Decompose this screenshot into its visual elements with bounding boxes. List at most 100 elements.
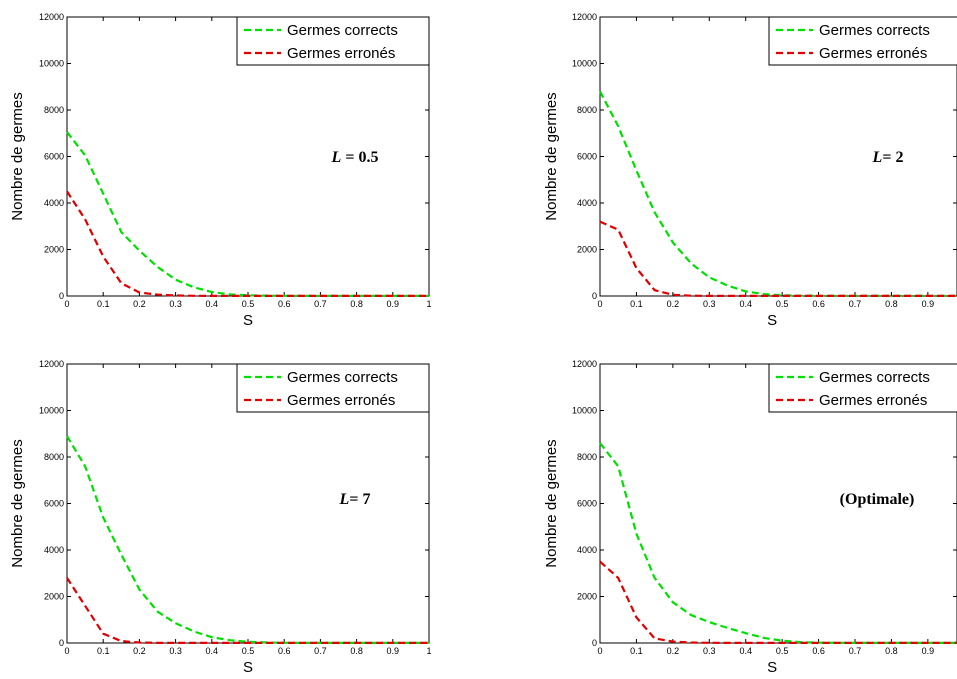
y-axis-label: Nombre de germes	[543, 439, 560, 567]
annotation-italic: L	[872, 149, 883, 166]
legend: Germes corrects Germes erronés	[236, 16, 430, 66]
y-tick-label: 10000	[572, 406, 597, 416]
y-axis-label: Nombre de germes	[9, 92, 26, 220]
x-tick-label: 0.6	[278, 299, 291, 309]
x-tick-label: 0.7	[314, 646, 327, 656]
y-tick-label: 0	[59, 638, 64, 648]
annotation-italic: L	[331, 149, 342, 166]
legend-label: Germes erronés	[819, 392, 927, 409]
x-tick-label: 0.9	[922, 299, 935, 309]
y-tick-label: 6000	[44, 499, 64, 509]
annotation-italic: L	[339, 491, 350, 508]
y-tick-label: 2000	[577, 245, 597, 255]
x-tick-label: 0.4	[739, 646, 752, 656]
legend-label: Germes corrects	[819, 22, 930, 39]
series-line-germes-errones	[599, 560, 957, 645]
x-tick-label: 0.6	[812, 646, 825, 656]
y-tick-label: 12000	[572, 359, 597, 369]
y-tick-label: 8000	[577, 452, 597, 462]
y-tick-label: 2000	[44, 592, 64, 602]
legend-label: Germes erronés	[287, 392, 395, 409]
y-tick-label: 4000	[44, 198, 64, 208]
x-axis-label: S	[243, 312, 253, 329]
x-axis-label: S	[243, 659, 253, 676]
legend-box	[768, 363, 957, 413]
x-tick-label: 0	[597, 299, 602, 309]
legend: Germes corrects Germes erronés	[236, 363, 430, 413]
y-tick-label: 10000	[39, 59, 64, 69]
x-tick-label: 0.2	[667, 646, 680, 656]
annotation: L= 2	[872, 149, 904, 166]
x-tick-label: 0.9	[387, 299, 400, 309]
x-tick-label: 0.2	[133, 299, 146, 309]
y-tick-label: 0	[59, 291, 64, 301]
x-tick-label: 0.8	[885, 646, 898, 656]
y-tick-label: 0	[592, 291, 597, 301]
x-tick-label: 0.1	[97, 646, 110, 656]
x-tick-label: 0.5	[776, 299, 789, 309]
legend-label: Germes erronés	[287, 45, 395, 62]
x-tick-label: 0.1	[97, 299, 110, 309]
legend-box	[236, 16, 430, 66]
y-tick-label: 2000	[577, 592, 597, 602]
x-tick-label: 1	[426, 299, 431, 309]
x-tick-label: 0.8	[885, 299, 898, 309]
x-tick-label: 1	[426, 646, 431, 656]
series-line-germes-corrects	[66, 131, 429, 297]
y-tick-label: 4000	[577, 545, 597, 555]
legend-label: Germes corrects	[287, 369, 398, 386]
y-axis-label: Nombre de germes	[543, 92, 560, 220]
annotation-text: = 0.5	[341, 149, 378, 166]
x-tick-label: 0.8	[350, 646, 363, 656]
x-tick-label: 0.7	[849, 299, 862, 309]
legend: Germes corrects Germes erronés	[768, 363, 957, 413]
legend-box	[768, 16, 957, 66]
y-tick-label: 0	[592, 638, 597, 648]
x-tick-label: 0.4	[739, 299, 752, 309]
x-axis-label: S	[767, 312, 777, 329]
legend: Germes corrects Germes erronés	[768, 16, 957, 66]
series-line-germes-corrects	[599, 90, 957, 297]
x-tick-label: 0.1	[630, 646, 643, 656]
annotation: L= 7	[339, 491, 371, 508]
subplot-1: 0 2000 4000 6000 8000 10000 12000 0 0.1 0.2 0.3 0.4…	[9, 12, 432, 329]
legend-label: Germes corrects	[287, 22, 398, 39]
x-tick-label: 0.6	[812, 299, 825, 309]
y-tick-label: 10000	[39, 406, 64, 416]
legend-label: Germes erronés	[819, 45, 927, 62]
series-line-germes-errones	[66, 577, 429, 645]
y-tick-label: 8000	[44, 105, 64, 115]
y-tick-label: 4000	[577, 198, 597, 208]
y-tick-label: 8000	[577, 105, 597, 115]
y-tick-label: 12000	[572, 12, 597, 22]
annotation-text: (Optimale)	[840, 491, 915, 508]
x-tick-label: 0.3	[703, 299, 716, 309]
x-tick-label: 0.9	[387, 646, 400, 656]
y-tick-label: 4000	[44, 545, 64, 555]
x-tick-label: 0	[597, 646, 602, 656]
series-line-germes-errones	[66, 190, 429, 297]
x-tick-label: 0.4	[206, 646, 219, 656]
x-axis-label: S	[767, 659, 777, 676]
y-axis-label: Nombre de germes	[9, 439, 26, 567]
x-tick-label: 0.2	[667, 299, 680, 309]
x-tick-label: 0.8	[350, 299, 363, 309]
x-tick-label: 0.6	[278, 646, 291, 656]
legend-box	[236, 363, 430, 413]
y-tick-label: 12000	[39, 359, 64, 369]
series-line-germes-corrects	[599, 442, 957, 645]
y-tick-label: 8000	[44, 452, 64, 462]
x-tick-label: 0.1	[630, 299, 643, 309]
x-tick-label: 0.3	[703, 646, 716, 656]
x-tick-label: 0.5	[242, 299, 255, 309]
x-tick-label: 0.7	[849, 646, 862, 656]
x-tick-label: 0.3	[169, 299, 182, 309]
subplot-2: 0 2000 4000 6000 8000 10000 12000 0 0.1 0.2 0.3 0.4…	[543, 12, 957, 329]
x-tick-label: 0.4	[206, 299, 219, 309]
subplot-4: 0 2000 4000 6000 8000 10000 12000 0 0.1 0.2 0.3 0.4…	[543, 359, 957, 676]
series-line-germes-corrects	[66, 435, 429, 645]
legend-label: Germes corrects	[819, 369, 930, 386]
x-tick-label: 0	[64, 646, 69, 656]
y-tick-label: 6000	[577, 499, 597, 509]
